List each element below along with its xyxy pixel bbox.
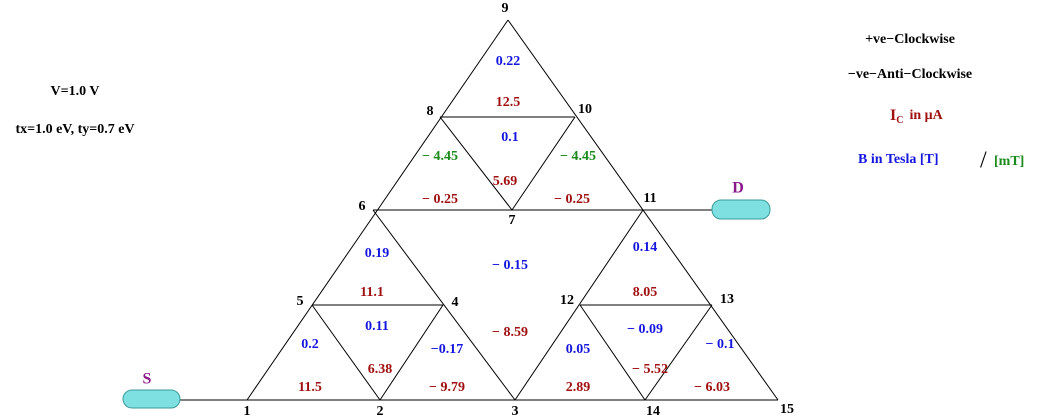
legend-text: +ve−Clockwise xyxy=(865,32,955,47)
annotation: 0.11 xyxy=(365,319,389,334)
annotation: − 0.1 xyxy=(706,337,735,352)
annotation: 0.19 xyxy=(365,246,390,261)
node-label: 4 xyxy=(452,295,459,310)
node-label: 6 xyxy=(359,199,366,214)
annotation: 2.89 xyxy=(566,380,591,395)
source-lead xyxy=(122,389,181,409)
legend-field-alt: [mT] xyxy=(994,154,1024,169)
condition: tx=1.0 eV, ty=0.7 eV xyxy=(15,122,134,137)
drain-lead xyxy=(711,199,771,220)
annotation: − 0.25 xyxy=(422,192,458,207)
node-label: 5 xyxy=(297,294,304,309)
annotation: − 0.09 xyxy=(627,322,663,337)
annotation: 11.5 xyxy=(298,380,322,395)
annotation: 11.1 xyxy=(360,285,384,300)
node-label: 10 xyxy=(578,102,592,117)
current-subscript: C xyxy=(896,115,903,126)
annotation: 0.1 xyxy=(501,130,519,145)
node-label: 1 xyxy=(244,404,251,419)
annotation: 6.38 xyxy=(368,362,393,377)
annotation: − 4.45 xyxy=(560,149,596,164)
edges xyxy=(180,19,779,401)
annotation: 5.69 xyxy=(493,174,518,189)
node-label: 11 xyxy=(643,191,656,206)
legend-text: −ve−Anti−Clockwise xyxy=(848,67,972,82)
node-label: 3 xyxy=(512,404,519,419)
node-label: 7 xyxy=(509,213,516,228)
annotation: 12.5 xyxy=(496,95,521,110)
annotation: − 6.03 xyxy=(694,380,730,395)
condition: V=1.0 V xyxy=(51,84,100,99)
annotation: − 9.79 xyxy=(429,380,465,395)
node-label: 15 xyxy=(780,402,794,417)
annotation: 0.22 xyxy=(496,54,521,69)
node-label: 13 xyxy=(720,292,734,307)
annotation: 0.05 xyxy=(566,342,591,357)
annotation: − 0.25 xyxy=(554,192,590,207)
current-symbol: I xyxy=(890,107,896,124)
node-label: 14 xyxy=(646,404,660,419)
node-label: 12 xyxy=(560,293,574,308)
annotation: − 8.59 xyxy=(492,325,528,340)
annotation: 8.05 xyxy=(633,285,658,300)
source-label: S xyxy=(143,371,152,388)
annotation: − 5.52 xyxy=(632,362,668,377)
legend-separator: / xyxy=(980,148,987,174)
node-label: 2 xyxy=(377,404,384,419)
annotation: −0.17 xyxy=(431,342,463,357)
drain-label: D xyxy=(732,180,744,197)
legend-field: B in Tesla [T] xyxy=(858,152,939,167)
node-label: 9 xyxy=(502,1,509,16)
annotation: 0.2 xyxy=(301,337,319,352)
legend-current: IC in μA xyxy=(890,107,944,127)
annotation: − 0.15 xyxy=(492,258,528,273)
annotation: 0.14 xyxy=(633,240,658,255)
annotation: − 4.45 xyxy=(422,149,458,164)
current-unit: in μA xyxy=(909,108,943,123)
node-label: 8 xyxy=(427,104,434,119)
